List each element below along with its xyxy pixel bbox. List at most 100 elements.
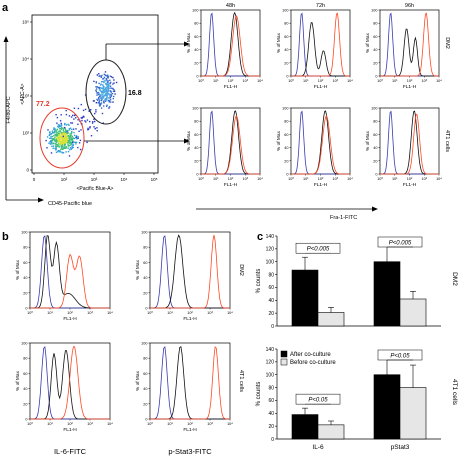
flow-dot (55, 134, 58, 136)
flow-dot (61, 134, 63, 136)
histogram-y-tick-label: 0 (25, 418, 27, 422)
flow-dot (73, 131, 75, 134)
flow-dot (105, 78, 107, 80)
flow-dot (93, 126, 95, 128)
histogram-x-tick-label: 10¹ (303, 79, 309, 83)
flow-dot (52, 147, 54, 149)
flow-dot (67, 123, 69, 126)
histogram-x-tick-label: 10⁴ (257, 79, 263, 83)
flow-dot (96, 94, 98, 96)
histogram-row-label-a-1: 4T1 cells (444, 130, 450, 152)
histogram-x-tick-label: 10⁰ (198, 79, 204, 83)
histogram-curve-isotype (291, 12, 350, 77)
bar-category-label: IL-6 (312, 444, 324, 451)
histogram-y-tick-label: 80 (143, 246, 147, 250)
flow-dot (49, 133, 51, 135)
flow-dot (51, 131, 54, 134)
flow-dot (51, 130, 54, 132)
panel-b-letter: b (2, 231, 9, 243)
flow-dot (113, 95, 115, 98)
histogram-x-tick-label: 10² (228, 79, 234, 83)
histogram-y-tick-label: 0 (375, 173, 377, 177)
flow-dot (71, 145, 73, 147)
flow-dot (87, 129, 89, 131)
flow-dot (58, 124, 61, 126)
histogram-x-tick-label: 10¹ (47, 422, 53, 426)
flow-dot (102, 92, 104, 94)
histogram-x-tick-label: 10⁰ (27, 311, 33, 315)
histogram-y-tick-label: 20 (284, 159, 288, 163)
flow-dot (58, 126, 60, 128)
flow-dot (72, 137, 74, 139)
flow-y-tick-label: 10³ (22, 94, 29, 99)
histogram-y-tick-label: 80 (373, 22, 377, 26)
flow-dot (108, 100, 111, 102)
histogram-y-label: % of Max (186, 130, 192, 151)
flow-dot (103, 73, 105, 76)
bar-y-tick-label: 120 (266, 360, 275, 366)
bar-category-label: pStat3 (391, 444, 410, 451)
flow-dot (53, 128, 55, 131)
histogram-x-tick-label: 10² (187, 311, 193, 315)
histogram-x-tick-label: 10³ (207, 422, 213, 426)
flow-dot (113, 82, 115, 84)
flow-dot (82, 109, 85, 112)
bar (373, 261, 401, 327)
flow-dot (72, 146, 74, 149)
flow-dot (98, 82, 100, 85)
histogram-y-tick-label: 0 (375, 75, 377, 79)
flow-dot (95, 90, 98, 93)
histogram-curve-black (201, 11, 260, 77)
flow-dot (102, 95, 104, 97)
histogram-y-tick-label: 80 (143, 357, 147, 361)
histogram-x-tick-label: 10⁴ (257, 177, 263, 181)
flow-dot (99, 94, 102, 97)
histogram-x-tick-label: 10¹ (213, 177, 219, 181)
flow-dot (73, 141, 75, 143)
flow-dot (65, 124, 68, 126)
histogram-y-tick-label: 40 (143, 276, 147, 280)
flow-dot (67, 135, 70, 137)
flow-dot (64, 140, 66, 143)
bar-row-label: 4T1 cells (451, 379, 458, 406)
flow-dot (99, 75, 101, 77)
flow-dot (65, 113, 68, 116)
flow-dot (94, 120, 96, 123)
histogram-y-tick-label: 20 (194, 61, 198, 65)
bar-y-tick-label: 80 (268, 272, 274, 278)
flow-dot (106, 95, 108, 97)
flow-dot (65, 146, 68, 148)
bar-annotation: P<0.05 (308, 398, 328, 404)
histogram-curve-black (150, 234, 230, 309)
flow-dot (66, 129, 68, 132)
flow-dot (107, 76, 109, 78)
histogram-x-label: FL1-H (314, 84, 328, 90)
flow-dot (62, 133, 65, 135)
bar-y-tick-label: 20 (268, 311, 274, 317)
histogram-x-label: FL1-H (183, 427, 197, 433)
histogram-x-tick-label: 10¹ (47, 311, 53, 315)
histogram-y-tick-label: 40 (194, 48, 198, 52)
flow-dot (108, 106, 111, 108)
flow-dot (59, 139, 61, 141)
flow-dot (61, 146, 63, 149)
flow-dot (89, 120, 91, 123)
histogram-y-tick-label: 40 (284, 48, 288, 52)
histogram-x-tick-label: 10³ (87, 422, 93, 426)
bar-annotation: P<0.05 (390, 354, 410, 360)
flow-dot (103, 89, 106, 91)
flow-dot (54, 136, 56, 138)
flow-dot (97, 93, 100, 96)
flow-dot (102, 88, 105, 90)
flow-dot (60, 148, 62, 150)
flow-dot (55, 133, 58, 135)
flow-dot (57, 131, 59, 133)
flow-dot (56, 145, 59, 147)
bar-y-tick-label: 20 (268, 424, 274, 430)
flow-dot (80, 103, 82, 106)
flow-dot (79, 139, 82, 142)
histogram-y-tick-label: 20 (23, 291, 27, 295)
histograms-b: 0 20 40 60 80 100 10⁰ 10¹ 10² 10³ 10⁴ FL1-H % of Max… (15, 231, 244, 457)
flow-dot (100, 97, 102, 99)
gate-tumor-pct: 77.2 (36, 101, 50, 108)
